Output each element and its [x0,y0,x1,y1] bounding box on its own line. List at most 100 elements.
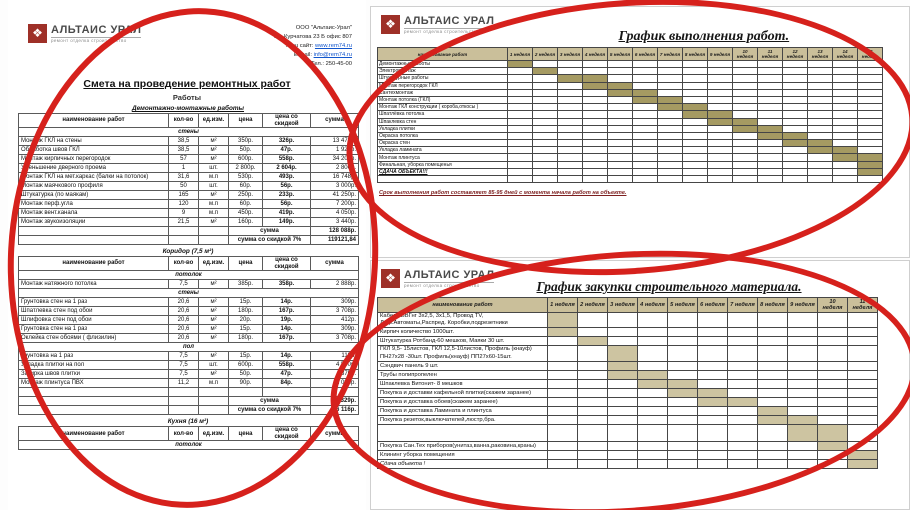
gantt-cell [507,153,533,162]
gantt-cell [577,440,608,451]
estimate-title: Смета на проведение ремонтных работ [83,77,291,90]
gantt-cell [847,423,878,442]
cell: м² [198,315,229,326]
cell: м² [198,369,229,380]
gantt-cell [857,139,883,148]
gantt-cell [547,360,578,371]
gantt-cell [557,131,583,141]
gantt-cell [782,74,808,83]
gantt-cell [732,59,758,69]
gantt-cell [682,81,708,90]
gantt-cell [707,59,733,69]
cell [18,387,169,398]
cell: 41 250р. [310,190,359,201]
gantt-task-row [377,174,883,184]
task-label: ГКЛ 9,5- 15листов, ГКЛ 12,5-10листов, Пр… [377,345,548,362]
cell: 2 800р. [228,163,263,174]
task-label: Клининг уборка помещения [377,449,548,460]
gantt-cell [557,153,583,162]
discount-sum-label: сумма со скидкой 7% [228,235,311,246]
gantt-cell [857,124,883,133]
gantt-cell [532,81,558,90]
contact-label: Наш сайт: [286,42,315,49]
gantt-cell [782,103,808,112]
cell: Монтаж ГКЛ на стены [18,136,169,147]
estimate-sections: Демонтажно-монтажные работы наименование … [8,105,366,451]
gantt-cell [577,327,608,338]
gantt-cell [782,67,808,76]
gantt-cell [757,167,783,177]
estimate-table: наименование работ кол-во ед.изм. цена цена … [18,112,359,246]
gantt-task-row: Кирпич количество 1000шт. [377,327,878,338]
gantt-cell [847,378,878,389]
task-label-line: ПН27х28 -30шт. Профиль(кнауф) ПП27х60-15… [380,353,512,360]
gantt-cell [807,117,833,126]
gantt-cell [707,160,733,169]
gantt-cell [757,110,783,119]
gantt-cell [707,146,733,155]
cell: м² [198,217,229,228]
table-header-row: наименование работ кол-во ед.изм. цена цена … [18,112,359,129]
contact-line: ООО "Альтаис-Урал" [295,25,352,31]
gantt-cell [757,396,788,407]
gantt-cell [832,95,858,105]
table-row: Монтаж ГКЛ на стены 38,5 м² 350р. 326р. 13 47… [18,136,359,147]
gantt-cell [727,414,758,425]
sum-label: сумма [228,226,311,237]
cell: 530р. [228,172,263,183]
task-label [377,423,548,442]
gantt-cell [507,67,533,76]
contact-link[interactable]: www.rem74.ru [314,42,352,49]
gantt-cell [782,117,808,126]
task-label: Шпаклевка стен [377,117,508,126]
gantt-cell [532,95,558,105]
gantt-cell [607,405,638,416]
gantt-cell [857,59,883,69]
gantt-cell [787,311,818,329]
gantt-cell [787,440,818,451]
gantt-cell [782,153,808,162]
cell: Обработка швов ГКЛ [18,145,169,156]
cell: 38,5 [168,145,199,156]
gantt-task-row: СДАЧА ОБЪЕКТА!!! [377,167,883,177]
gantt-cell [557,160,583,169]
column-header: цена [228,112,263,129]
gantt-cell [507,81,533,90]
gantt-cell [857,146,883,155]
gantt-cell [557,146,583,155]
table-header-row: наименование работ кол-во ед.изм. цена цена … [18,256,359,272]
gantt-cell [582,131,608,141]
gantt-cell [727,378,758,389]
gantt-bar [727,396,758,407]
cell [168,396,199,407]
week-header: 14 неделя [832,47,858,61]
gantt-cell [632,124,658,133]
week-header: 3 неделя [607,297,638,313]
cell: 47р. [262,369,311,380]
task-label: Окраска стен [377,139,508,148]
task-label: Покупка и доставка Ламината и плинтуса [377,405,548,416]
gantt-cell [667,311,698,329]
gantt-cell [532,160,558,169]
gantt-cell [632,117,658,126]
gantt-task-row: Покупка резеток,выключателей,люстр,бра. [377,414,878,425]
week-header: 15 неделя [857,47,883,61]
group-row: стены [18,288,359,299]
gantt-bar [577,336,608,347]
gantt-cell [697,369,728,380]
task-label: Сэндвич панель 9 шт. [377,360,548,371]
gantt-cell [557,117,583,126]
contact-link[interactable]: info@rem74.ru [313,51,352,58]
gantt-cell [787,345,818,362]
discount-sum-value: 119121,84 [310,235,359,246]
week-header: 11 неделя [847,297,878,313]
cell: 3 708р. [310,306,359,317]
cell: 326р. [262,136,311,147]
gantt-bar [757,124,783,133]
gantt-cell [757,139,783,148]
gantt-cell [707,174,733,184]
task-label-line: Диф.Автоматы,Распред. Коробки,подрезетни… [380,320,508,327]
gantt-cell [682,153,708,162]
section-title: Кухня (16 м²) [167,418,209,426]
gantt-cell [667,345,698,362]
